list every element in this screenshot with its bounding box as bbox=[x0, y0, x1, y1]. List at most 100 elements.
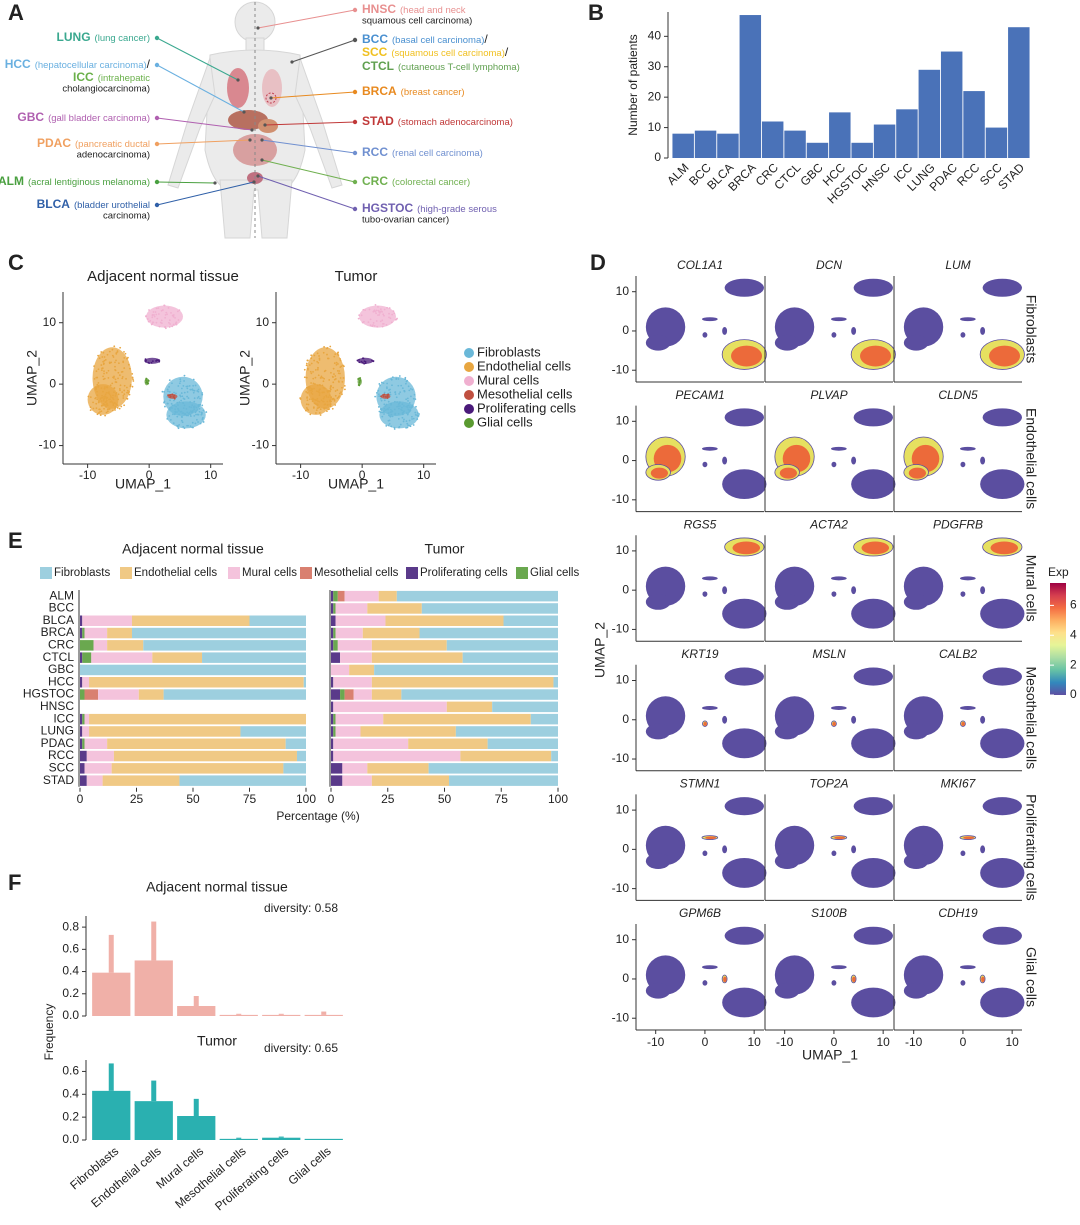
bar-segment bbox=[82, 627, 85, 639]
cancer-abbr: SCC bbox=[362, 45, 388, 59]
connector-dot bbox=[154, 62, 160, 68]
cell-point bbox=[174, 408, 177, 411]
cell-point bbox=[329, 390, 331, 393]
cell-point bbox=[364, 362, 367, 365]
cell-point bbox=[386, 395, 389, 398]
bar-segment bbox=[344, 590, 379, 602]
cell-point bbox=[386, 382, 388, 385]
cell-point bbox=[196, 408, 199, 411]
cell-point bbox=[104, 405, 107, 407]
cell-point bbox=[316, 360, 319, 363]
cluster-low bbox=[960, 461, 966, 468]
cell-point bbox=[172, 314, 175, 316]
cell-point bbox=[399, 401, 401, 404]
bar bbox=[262, 1137, 301, 1140]
cell-point bbox=[387, 393, 390, 396]
cell-point bbox=[405, 426, 407, 429]
cell-point bbox=[379, 320, 382, 323]
connector-dot bbox=[352, 179, 358, 185]
y-tick-label: 0.2 bbox=[62, 1109, 79, 1123]
cell-point bbox=[107, 377, 110, 379]
cell-point bbox=[372, 310, 375, 313]
cell-point bbox=[394, 393, 397, 396]
cell-point bbox=[192, 384, 195, 387]
cell-point bbox=[182, 412, 185, 414]
cell-point bbox=[201, 416, 204, 419]
cell-point bbox=[380, 409, 383, 411]
cell-point bbox=[357, 378, 359, 380]
cell-point bbox=[406, 422, 409, 425]
y-tick-label: CTCL bbox=[43, 650, 75, 664]
cell-point bbox=[338, 370, 341, 372]
cell-point bbox=[333, 399, 336, 402]
connector-end bbox=[256, 26, 260, 30]
cell-point bbox=[97, 368, 100, 371]
bar-segment bbox=[371, 689, 402, 700]
cell-point bbox=[326, 390, 329, 392]
cancer-name-line: adenocarcinoma) bbox=[77, 150, 150, 161]
y-tick-label: SCC bbox=[49, 761, 75, 775]
connector-dot bbox=[154, 179, 160, 185]
cell-point bbox=[181, 395, 184, 398]
cell-point bbox=[330, 396, 333, 399]
bar bbox=[694, 130, 717, 158]
cluster-low bbox=[959, 576, 976, 581]
cell-point bbox=[123, 389, 126, 392]
cluster-low bbox=[959, 706, 976, 710]
cell-point bbox=[128, 367, 131, 370]
x-tick-label: ALM bbox=[664, 160, 691, 187]
cell-point bbox=[333, 373, 335, 375]
error-bar bbox=[193, 1098, 199, 1116]
cell-point bbox=[199, 397, 201, 400]
cell-point bbox=[189, 415, 192, 418]
cell-point bbox=[170, 406, 172, 409]
cell-point bbox=[326, 353, 328, 356]
cancer-abbr: BLCA bbox=[37, 197, 71, 211]
cell-point bbox=[191, 421, 194, 424]
gene-title: TOP2A bbox=[809, 777, 848, 791]
cell-point bbox=[414, 398, 417, 401]
error-bar bbox=[151, 1080, 157, 1102]
gene-title: MKI67 bbox=[941, 777, 977, 791]
legend-label: Mesothelial cells bbox=[477, 386, 573, 401]
x-tick-label: 10 bbox=[747, 1035, 761, 1049]
cell-point bbox=[111, 382, 114, 385]
cell-point bbox=[306, 399, 309, 402]
cell-point bbox=[329, 403, 332, 406]
cell-point bbox=[149, 319, 152, 322]
legend-label: Glial cells bbox=[530, 567, 579, 579]
y-axis-label: UMAP_2 bbox=[24, 350, 40, 406]
cell-point bbox=[396, 401, 398, 403]
cell-point bbox=[118, 374, 121, 377]
cell-point bbox=[105, 391, 108, 394]
bar-segment bbox=[340, 689, 345, 700]
cell-point bbox=[319, 414, 322, 416]
x-tick-label: 75 bbox=[243, 792, 257, 806]
gene-title: PECAM1 bbox=[675, 388, 724, 402]
connector-dot bbox=[154, 202, 160, 208]
cell-point bbox=[107, 369, 110, 372]
cell-point bbox=[411, 418, 413, 420]
x-tick-label: -10 bbox=[647, 1035, 665, 1049]
feature-plot bbox=[774, 797, 896, 888]
bar-segment bbox=[249, 615, 306, 626]
feature-plot bbox=[774, 278, 896, 370]
y-tick-label: 10 bbox=[616, 673, 630, 687]
cell-point bbox=[336, 389, 339, 391]
bar-segment bbox=[138, 689, 164, 700]
cell-point bbox=[362, 308, 365, 311]
cell-point bbox=[131, 376, 134, 379]
cell-point bbox=[305, 403, 308, 406]
cell-point bbox=[171, 382, 173, 385]
cell-point bbox=[306, 391, 309, 394]
bar-segment bbox=[91, 652, 153, 663]
cell-point bbox=[328, 394, 331, 397]
cell-point bbox=[126, 389, 129, 392]
bar-segment bbox=[331, 726, 334, 737]
cell-point bbox=[411, 405, 414, 408]
cell-point bbox=[404, 378, 407, 381]
cell-point bbox=[89, 406, 92, 409]
bar-segment bbox=[331, 652, 341, 663]
cell-point bbox=[98, 408, 101, 411]
cell-point bbox=[371, 359, 373, 362]
